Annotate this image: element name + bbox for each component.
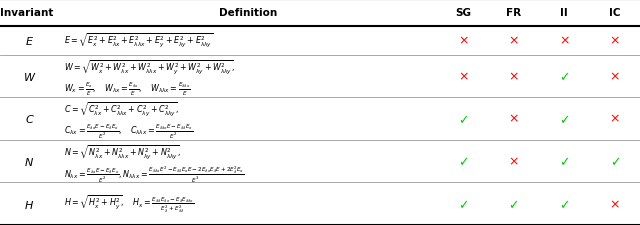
Text: $N = \sqrt{N_{\lambda x}^2 + N_{\lambda\lambda x}^2 + N_{\lambda y}^2 + N_{\lamb: $N = \sqrt{N_{\lambda x}^2 + N_{\lambda\… (64, 143, 181, 161)
Text: $\times$: $\times$ (609, 112, 620, 125)
Text: $\checkmark$: $\checkmark$ (559, 70, 570, 83)
Text: $\times$: $\times$ (609, 70, 620, 83)
Text: $\checkmark$: $\checkmark$ (458, 112, 468, 125)
Text: $\checkmark$: $\checkmark$ (458, 155, 468, 168)
Text: $\times$: $\times$ (508, 155, 519, 168)
Text: $\checkmark$: $\checkmark$ (609, 155, 620, 168)
Text: $\times$: $\times$ (508, 70, 519, 83)
Text: $\times$: $\times$ (458, 34, 468, 47)
Text: $N$: $N$ (24, 155, 35, 167)
Text: $W_x = \frac{E_x}{E}, \quad W_{\lambda x} = \frac{E_{\lambda x}}{E}, \quad W_{\l: $W_x = \frac{E_x}{E}, \quad W_{\lambda x… (64, 81, 191, 98)
Text: $\checkmark$: $\checkmark$ (508, 197, 519, 210)
Text: $\checkmark$: $\checkmark$ (559, 112, 570, 125)
Text: IC: IC (609, 8, 620, 18)
Text: $\checkmark$: $\checkmark$ (559, 155, 570, 168)
Text: $C = \sqrt{C_{\lambda x}^2 + C_{\lambda\lambda x}^2 + C_{\lambda y}^2 + C_{\lamb: $C = \sqrt{C_{\lambda x}^2 + C_{\lambda\… (64, 100, 179, 119)
Text: $\checkmark$: $\checkmark$ (559, 197, 570, 210)
Text: SG: SG (455, 8, 471, 18)
Text: $E$: $E$ (25, 35, 34, 47)
Text: $C_{\lambda x} = \frac{E_{\lambda x}E - E_{\lambda}E_x}{E^2}, \quad C_{\lambda\l: $C_{\lambda x} = \frac{E_{\lambda x}E - … (64, 122, 193, 141)
Text: $\times$: $\times$ (559, 34, 570, 47)
Text: FR: FR (506, 8, 521, 18)
Text: $H$: $H$ (24, 198, 35, 210)
Text: $H = \sqrt{H_x^2 + H_y^2}, \quad H_x = \frac{E_{\lambda\lambda}E_{\lambda x} - E: $H = \sqrt{H_x^2 + H_y^2}, \quad H_x = \… (64, 193, 194, 214)
Text: $E = \sqrt{E_x^2 + E_{\lambda x}^2 + E_{\lambda\lambda x}^2 + E_y^2 + E_{\lambda: $E = \sqrt{E_x^2 + E_{\lambda x}^2 + E_{… (64, 32, 213, 50)
Text: $\times$: $\times$ (609, 34, 620, 47)
Text: $N_{\lambda x} = \frac{E_{\lambda x}E - E_{\lambda}E_x}{E^2}, N_{\lambda\lambda : $N_{\lambda x} = \frac{E_{\lambda x}E - … (64, 164, 244, 184)
Text: $C$: $C$ (24, 113, 35, 125)
Text: $\times$: $\times$ (458, 70, 468, 83)
Text: $\times$: $\times$ (508, 34, 519, 47)
Text: $\times$: $\times$ (508, 112, 519, 125)
Text: Definition: Definition (219, 8, 278, 18)
Text: II: II (560, 8, 568, 18)
Text: Invariant: Invariant (0, 8, 53, 18)
Text: $\checkmark$: $\checkmark$ (458, 197, 468, 210)
Text: $W$: $W$ (23, 70, 36, 83)
Text: $\times$: $\times$ (609, 197, 620, 210)
Text: $W = \sqrt{W_x^2 + W_{\lambda x}^2 + W_{\lambda\lambda x}^2 + W_y^2 + W_{\lambda: $W = \sqrt{W_x^2 + W_{\lambda x}^2 + W_{… (64, 58, 235, 76)
